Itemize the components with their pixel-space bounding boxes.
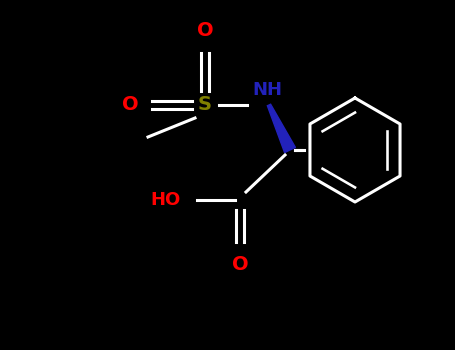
Text: HO: HO bbox=[150, 191, 180, 209]
Text: O: O bbox=[121, 96, 138, 114]
Text: S: S bbox=[198, 96, 212, 114]
Text: O: O bbox=[197, 21, 213, 40]
Text: NH: NH bbox=[252, 81, 282, 99]
Text: O: O bbox=[232, 256, 248, 274]
Polygon shape bbox=[268, 104, 295, 153]
